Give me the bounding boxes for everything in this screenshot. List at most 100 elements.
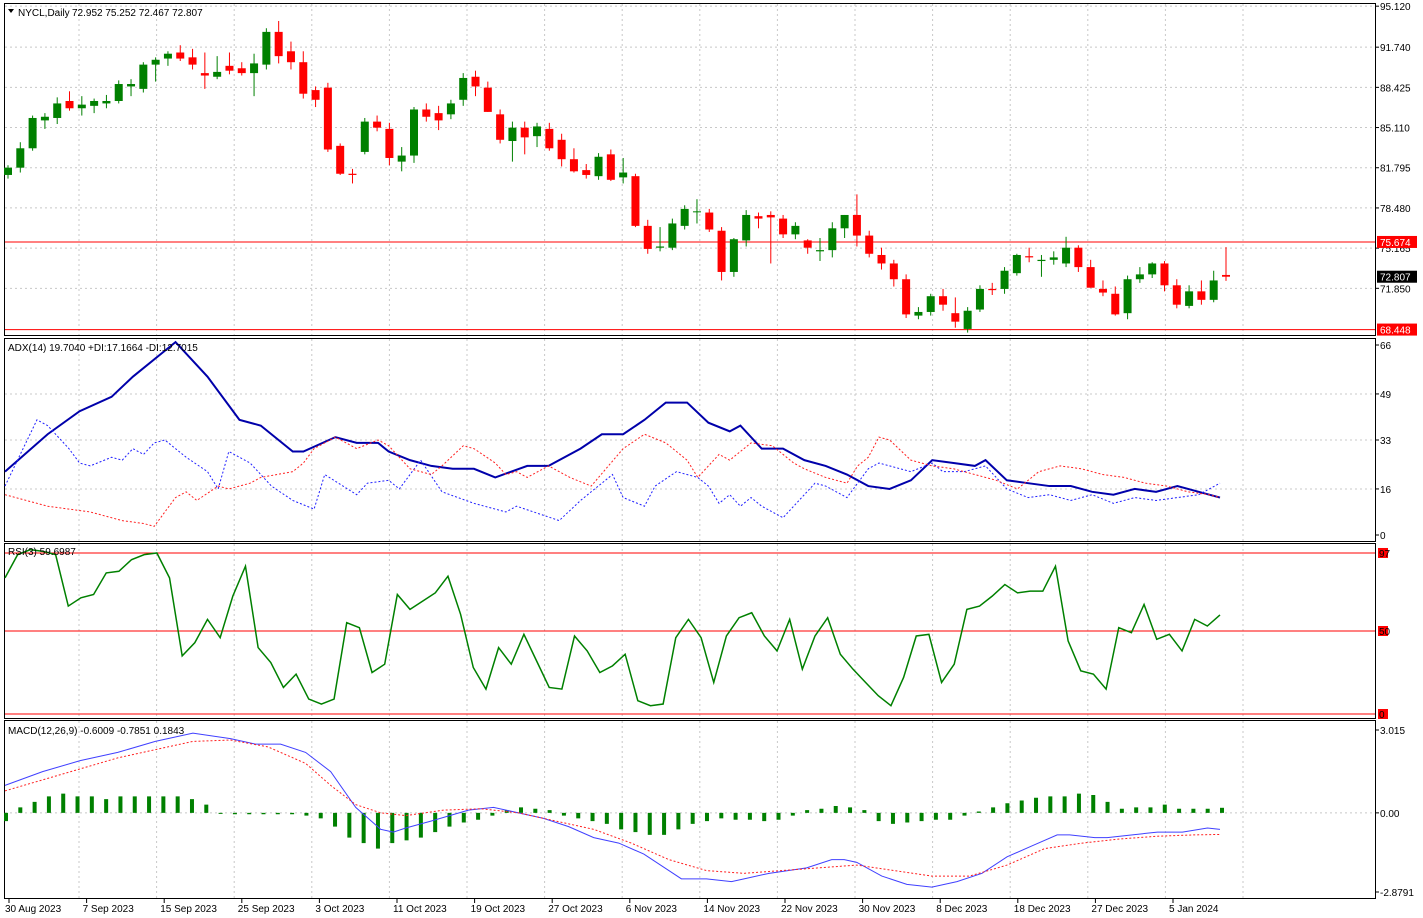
collapse-triangle-icon[interactable]	[8, 9, 14, 13]
macd-histogram-bar	[161, 796, 166, 813]
candle-body-bull	[446, 103, 455, 115]
macd-histogram-bar	[390, 812, 395, 844]
macd-histogram-bar	[433, 812, 438, 833]
candle-body-bull	[90, 100, 99, 106]
candle	[668, 218, 677, 251]
candle	[1012, 253, 1021, 276]
x-tick-label: 22 Nov 2023	[781, 904, 838, 915]
candle-body-bull	[397, 155, 406, 162]
candle	[1160, 261, 1169, 292]
candle-body-bear	[852, 214, 861, 236]
candle	[840, 214, 849, 239]
candle-body-bear	[483, 87, 492, 112]
candle-body-bear	[1074, 247, 1083, 268]
candle	[1037, 254, 1046, 277]
candle	[594, 153, 603, 180]
candle	[877, 247, 886, 270]
candle-body-bear	[889, 263, 898, 280]
candle-body-bear	[545, 128, 554, 149]
macd-histogram-bar	[619, 812, 624, 830]
macd-histogram-bar	[189, 799, 194, 813]
candle	[16, 142, 25, 173]
macd-y-tick-label: 0.00	[1380, 809, 1400, 820]
x-tick-label: 30 Nov 2023	[859, 904, 916, 915]
candle-body-bear	[520, 127, 529, 138]
candle	[692, 199, 701, 224]
rsi-level-label: 0	[1379, 710, 1385, 721]
candle-body-bear	[311, 90, 320, 100]
rsi-level-label: 50	[1379, 627, 1391, 638]
candle-body-bear	[471, 76, 480, 87]
candle-body-bull	[508, 127, 517, 142]
candle	[90, 98, 99, 114]
candle-body-bear	[237, 68, 246, 74]
candle	[1172, 279, 1181, 309]
candle-body-bear	[1160, 263, 1169, 286]
candle	[619, 157, 628, 184]
candle-body-bull	[1185, 291, 1194, 306]
candle	[1111, 286, 1120, 316]
candle	[951, 297, 960, 328]
candle	[545, 122, 554, 151]
candle-body-bull	[127, 84, 136, 87]
macd-histogram-bar	[848, 807, 853, 813]
candle	[1098, 280, 1107, 297]
candle-body-bull	[1209, 280, 1218, 300]
candle	[410, 107, 418, 163]
candle-body-bear	[385, 128, 394, 158]
candle	[360, 117, 369, 155]
candle-body-bear	[1111, 293, 1120, 315]
candle-body-bull	[1135, 274, 1144, 280]
candle-body-bull	[1012, 254, 1021, 274]
macd-label: MACD(12,26,9) -0.6009 -0.7851 0.1843	[8, 726, 185, 737]
main-title: NYCL,Daily	[18, 8, 70, 19]
candle	[766, 211, 775, 264]
x-tick-label: 7 Sep 2023	[83, 904, 135, 915]
candle	[508, 121, 517, 162]
macd-histogram-bar	[1119, 808, 1124, 813]
candle	[1086, 259, 1095, 288]
candle	[939, 288, 948, 311]
x-tick-label: 27 Dec 2023	[1091, 904, 1148, 915]
candle-body-bear	[877, 254, 886, 264]
candle	[65, 91, 74, 111]
macd-histogram-bar	[75, 796, 80, 813]
price-pane[interactable]	[4, 3, 1376, 336]
macd-histogram-bar	[1034, 797, 1039, 813]
macd-histogram-bar	[576, 812, 581, 819]
candle-body-bull	[250, 63, 259, 74]
x-tick-label: 15 Sep 2023	[160, 904, 217, 915]
candle-body-bull	[963, 310, 972, 329]
macd-pane[interactable]	[4, 720, 1376, 899]
candle-body-bear	[286, 51, 295, 63]
candle-body-bull	[28, 117, 37, 149]
macd-histogram-bar	[676, 812, 681, 830]
candle	[471, 70, 480, 97]
candle-body-bull	[114, 84, 123, 101]
minus-di-line	[4, 433, 1221, 527]
adx-y-tick-label: 16	[1380, 485, 1392, 496]
macd-histogram-bar	[347, 812, 352, 838]
macd-histogram-bar	[662, 812, 667, 835]
candle	[336, 143, 345, 175]
candle-body-bear	[606, 154, 615, 180]
candle	[1185, 285, 1194, 309]
price-level-label: 75.674	[1380, 238, 1411, 249]
macd-histogram-bar	[290, 812, 295, 815]
candle-body-bear	[939, 296, 948, 305]
candle	[606, 149, 615, 182]
candle	[286, 41, 295, 70]
candle	[975, 285, 984, 312]
macd-histogram-bar	[747, 812, 752, 820]
macd-histogram-bar	[948, 812, 953, 820]
candle-body-bull	[533, 126, 542, 137]
macd-histogram-bar	[175, 796, 180, 813]
rsi-level-tag	[1378, 709, 1388, 719]
rsi-level-label: 97	[1379, 549, 1391, 560]
x-tick-label: 11 Oct 2023	[393, 904, 447, 915]
candle-body-bull	[360, 121, 369, 152]
candle-body-bear	[1222, 274, 1230, 277]
macd-histogram-bar	[962, 812, 967, 816]
macd-histogram-bar	[147, 796, 152, 813]
